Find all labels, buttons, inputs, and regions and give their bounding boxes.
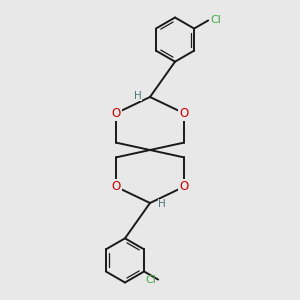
- Text: H: H: [158, 200, 166, 209]
- Text: H: H: [134, 91, 142, 100]
- Text: Cl: Cl: [211, 15, 221, 26]
- Text: O: O: [179, 180, 188, 193]
- Text: Cl: Cl: [145, 274, 156, 285]
- Text: O: O: [112, 180, 121, 193]
- Text: O: O: [112, 107, 121, 120]
- Text: O: O: [179, 107, 188, 120]
